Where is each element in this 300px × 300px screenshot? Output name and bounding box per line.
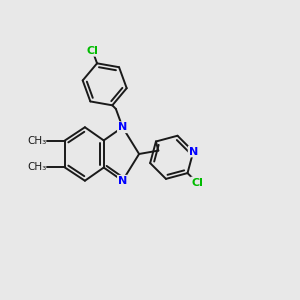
Text: CH₃: CH₃ [27,136,46,146]
Text: CH₃: CH₃ [27,162,46,172]
Text: Cl: Cl [86,46,98,56]
Text: N: N [189,146,198,157]
Text: N: N [118,122,127,132]
Text: Cl: Cl [191,178,203,188]
Text: N: N [118,176,127,186]
